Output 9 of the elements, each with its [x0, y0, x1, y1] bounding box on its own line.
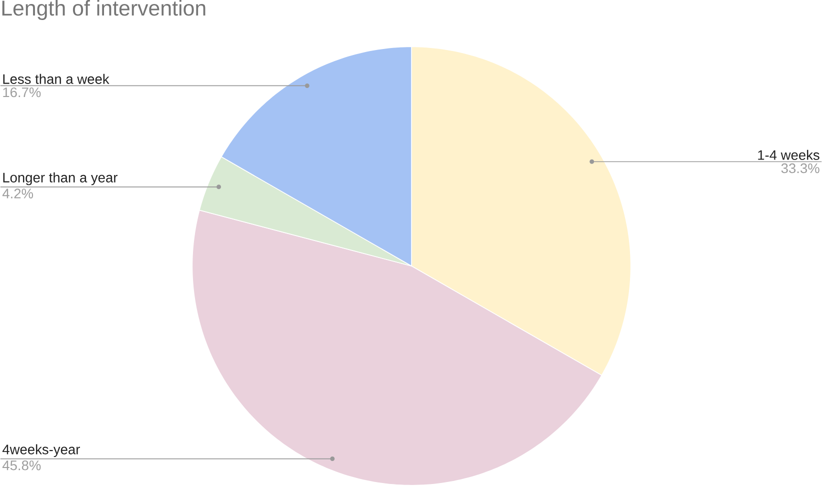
slice-label: Less than a week	[3, 74, 110, 84]
slice-label: 1-4 weeks	[758, 150, 820, 160]
slice-label: Longer than a year	[3, 172, 118, 186]
data-label: 16.7%	[3, 88, 41, 98]
data-label: 45.8%	[2, 460, 41, 470]
data-label: 4.2%	[2, 188, 34, 198]
chart-title: Length of intervention	[2, 0, 206, 20]
slice-label: 4weeks-year	[2, 444, 80, 458]
data-label: 33.3%	[781, 164, 820, 174]
